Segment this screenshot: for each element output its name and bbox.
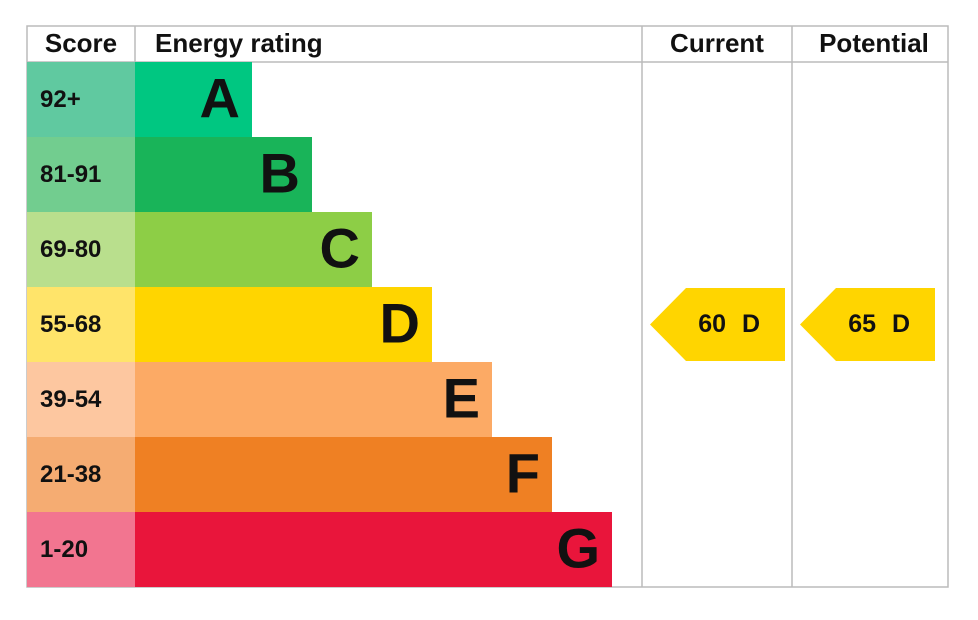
rating-bar xyxy=(135,212,372,287)
score-cell xyxy=(27,212,135,287)
score-cell xyxy=(27,137,135,212)
potential-rating: D xyxy=(892,310,910,338)
current-header: Current xyxy=(670,28,764,58)
rating-bar xyxy=(135,62,252,137)
rating-bar xyxy=(135,137,312,212)
rating-letter: A xyxy=(200,66,240,129)
rating-bar xyxy=(135,362,492,437)
rating-bar xyxy=(135,437,552,512)
potential-header: Potential xyxy=(819,28,929,58)
rating-letter: B xyxy=(260,141,300,204)
rating-header: Energy rating xyxy=(155,28,323,58)
score-cell xyxy=(27,62,135,137)
rating-bar xyxy=(135,287,432,362)
score-range: 55-68 xyxy=(40,311,101,338)
current-rating: D xyxy=(742,310,760,338)
rating-letter: G xyxy=(556,516,600,579)
rating-bar xyxy=(135,512,612,587)
score-range: 21-38 xyxy=(40,461,101,488)
score-range: 1-20 xyxy=(40,536,88,563)
rating-letter: E xyxy=(443,366,480,429)
score-range: 69-80 xyxy=(40,236,101,263)
score-range: 39-54 xyxy=(40,386,102,413)
potential-score: 65 xyxy=(848,310,876,338)
rating-letter: D xyxy=(380,291,420,354)
score-range: 92+ xyxy=(40,86,81,113)
score-cell xyxy=(27,362,135,437)
score-range: 81-91 xyxy=(40,161,101,188)
rating-letter: F xyxy=(506,441,540,504)
rating-letter: C xyxy=(320,216,360,279)
score-cell xyxy=(27,437,135,512)
current-score: 60 xyxy=(698,310,726,338)
current-arrow xyxy=(650,288,785,361)
potential-arrow xyxy=(800,288,935,361)
score-cell xyxy=(27,287,135,362)
score-cell xyxy=(27,512,135,587)
score-header: Score xyxy=(45,28,117,58)
